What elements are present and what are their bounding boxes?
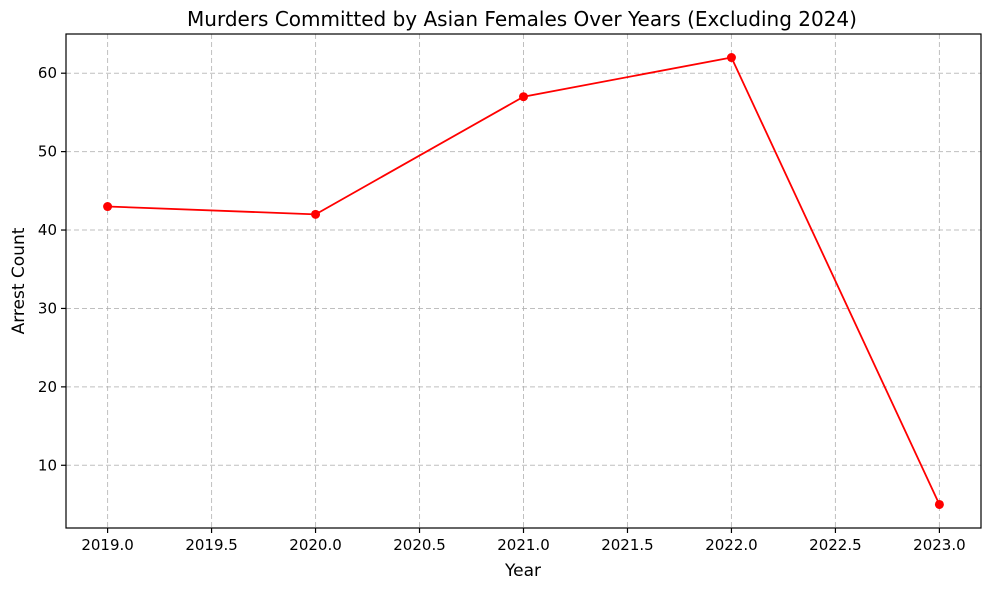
x-tick-label: 2020.0 (289, 536, 342, 554)
y-axis: 10 20 30 40 50 60 (38, 64, 66, 474)
x-axis: 2019.0 2019.5 2020.0 2020.5 2021.0 2021.5 2022… (81, 528, 966, 554)
x-tick-label: 2021.5 (601, 536, 654, 554)
x-tick-label: 2020.5 (393, 536, 446, 554)
x-tick-label: 2019.0 (81, 536, 134, 554)
y-axis-label: Arrest Count (9, 227, 29, 334)
x-tick-label: 2023.0 (913, 536, 966, 554)
data-point (726, 53, 736, 63)
data-point (934, 499, 944, 509)
x-tick-label: 2022.0 (705, 536, 758, 554)
chart-title: Murders Committed by Asian Females Over … (187, 7, 857, 31)
y-tick-label: 10 (38, 456, 57, 474)
x-tick-label: 2022.5 (809, 536, 862, 554)
y-tick-label: 30 (38, 299, 57, 317)
x-tick-label: 2021.0 (497, 536, 550, 554)
y-tick-label: 20 (38, 378, 57, 396)
x-tick-label: 2019.5 (185, 536, 238, 554)
y-tick-label: 60 (38, 64, 57, 82)
data-point (519, 92, 528, 102)
grid (66, 34, 981, 528)
y-tick-label: 40 (38, 221, 57, 239)
data-point (103, 202, 113, 212)
x-axis-label: Year (504, 561, 541, 581)
y-tick-label: 50 (38, 143, 57, 161)
data-point (311, 209, 321, 219)
series-layer (103, 53, 944, 509)
